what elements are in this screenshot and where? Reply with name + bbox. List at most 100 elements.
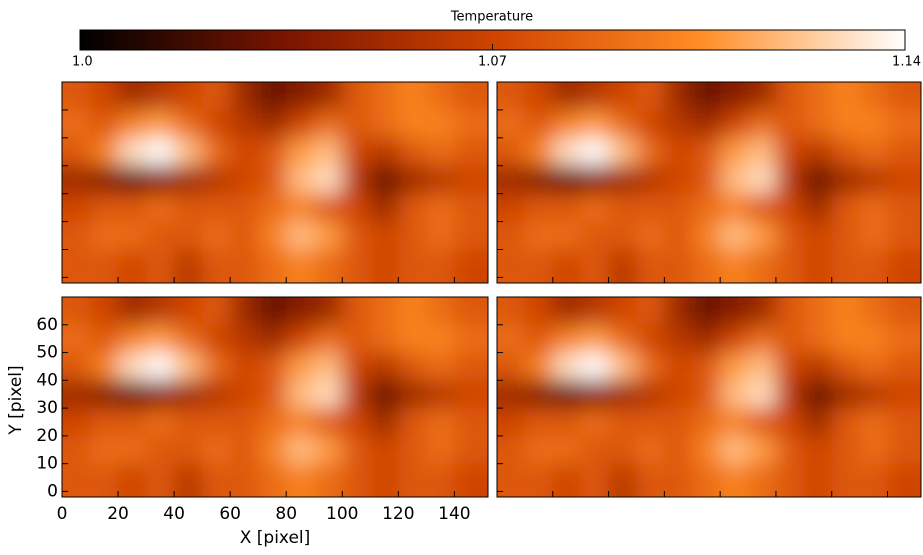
heatmap-cell [775,221,805,250]
heatmap-cell [146,352,175,381]
heatmap-cell [202,297,231,326]
heatmap-cell [720,137,749,167]
heatmap-cell [831,463,861,497]
colorbar-tick-label: 1.14 [892,55,921,70]
y-tick-label: 10 [36,454,58,474]
heatmap-cell [286,137,315,167]
heatmap-cell [118,297,147,326]
heatmap-cell [497,352,526,381]
heatmap-cell [831,249,861,283]
heatmap-cell [370,352,399,381]
heatmap-cell [174,221,203,250]
heatmap-cell [202,408,231,437]
heatmap-cell [580,82,610,111]
heatmap-cell [454,109,488,139]
heatmap-cell [454,380,488,409]
heatmap-cell [831,193,861,223]
heatmap-cell [258,352,287,381]
heatmap-cell [524,352,554,381]
heatmap-cell [664,109,693,139]
heatmap-cell [524,380,554,409]
heatmap-cell [146,221,175,250]
heatmap-cell [118,82,147,111]
heatmap-cell [230,380,259,409]
heatmap-cell [370,408,399,437]
heatmap-cell [342,463,371,497]
y-tick-label: 20 [36,426,58,446]
heatmap-cell [370,380,399,409]
heatmap-cell [608,249,637,283]
heatmap-panel [62,297,488,497]
heatmap-cell [720,297,749,326]
heatmap-cell [803,435,833,465]
heatmap-cell [803,82,833,111]
heatmap-cell [636,221,665,250]
heatmap-cell [636,380,665,409]
heatmap-cell [370,297,399,326]
heatmap-cell [524,137,554,167]
colorbar-title: Temperature [450,10,533,25]
heatmap-cell [859,165,889,195]
heatmap-cell [342,408,371,437]
heatmap-cell [398,109,427,139]
heatmap-cell [524,408,554,437]
heatmap-cell [887,324,921,354]
heatmap-cell [775,408,805,437]
x-tick-label: 20 [107,504,129,524]
heatmap-cell [202,435,231,465]
heatmap-cell [552,193,582,223]
heatmap-cell [887,297,921,326]
heatmap-cell [775,324,805,354]
heatmap-cell [831,324,861,354]
heatmap-cell [859,463,889,497]
heatmap-cell [859,380,889,409]
heatmap-cell [62,249,91,283]
heatmap-cell [118,137,147,167]
heatmap-cell [580,109,610,139]
heatmap-cell [859,352,889,381]
heatmap-cell [552,435,582,465]
x-axis-label: X [pixel] [240,528,311,548]
heatmap-cell [748,82,777,111]
heatmap-cell [398,352,427,381]
heatmap-cell [146,193,175,223]
heatmap-cell [90,408,119,437]
heatmap-cell [314,249,343,283]
heatmap-cell [552,297,582,326]
heatmap-cell [580,297,610,326]
heatmap-cell [748,380,777,409]
heatmap-cell [720,165,749,195]
heatmap-cell [370,165,399,195]
heatmap-cell [426,221,455,250]
heatmap-cell [314,380,343,409]
heatmap-cell [314,324,343,354]
heatmap-cell [370,82,399,111]
heatmap-cell [62,82,91,111]
heatmap-cell [692,221,721,250]
heatmap-cell [258,380,287,409]
heatmap-cell [118,324,147,354]
heatmap-cell [342,109,371,139]
heatmap-cell [230,435,259,465]
heatmap-cell [636,324,665,354]
heatmap-cell [887,408,921,437]
heatmap-cell [286,324,315,354]
heatmap-cell [342,249,371,283]
heatmap-cell [692,408,721,437]
heatmap-cell [202,463,231,497]
heatmap-cell [62,109,91,139]
heatmap-cell [454,324,488,354]
heatmap-cell [552,82,582,111]
heatmap-cell [803,249,833,283]
heatmap-cell [692,324,721,354]
heatmap-cell [174,193,203,223]
heatmap-cell [286,249,315,283]
heatmap-cell [636,249,665,283]
heatmap-cell [608,380,637,409]
heatmap-cell [258,165,287,195]
y-tick-label: 40 [36,370,58,390]
heatmap-cell [90,221,119,250]
heatmap-cell [202,82,231,111]
heatmap-cell [342,380,371,409]
